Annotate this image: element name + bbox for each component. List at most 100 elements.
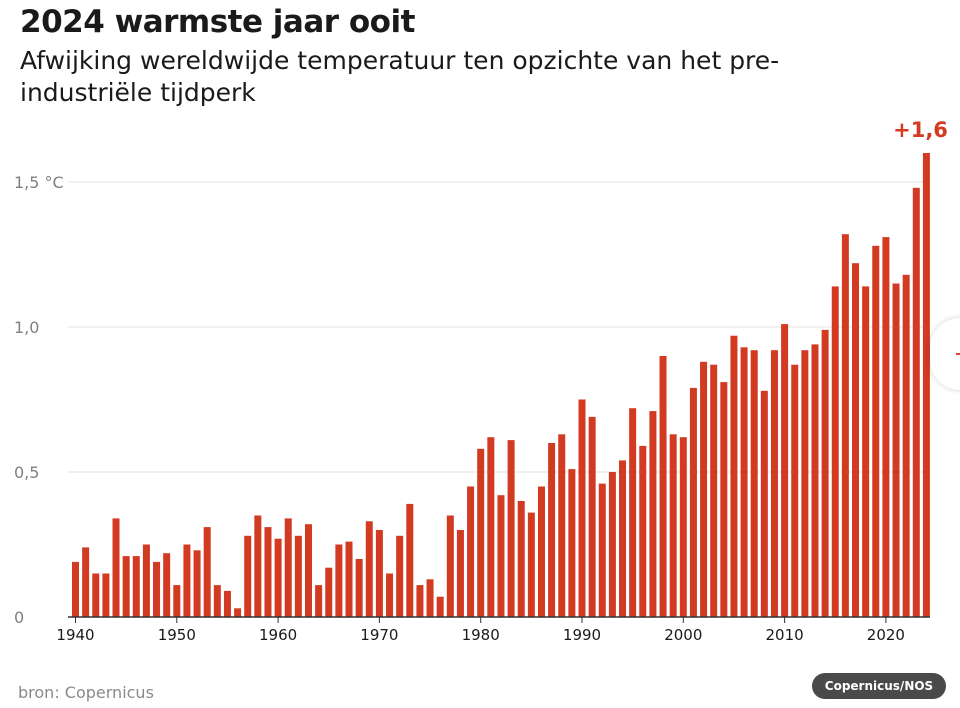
bar [173, 585, 181, 617]
bar [223, 590, 231, 617]
bar [669, 434, 677, 617]
bar [345, 541, 353, 617]
x-tick-label: 1940 [56, 626, 94, 644]
bar [274, 538, 282, 617]
bar [213, 585, 221, 617]
bar [922, 153, 930, 617]
bar [588, 416, 596, 617]
x-axis [68, 616, 930, 623]
bar [244, 535, 252, 617]
bar [112, 518, 120, 617]
bar [375, 530, 383, 617]
axis-labels: 0 0,5 1,0 1,5 °C 1940 1950 1960 1970 1980 1990 200… [14, 118, 948, 644]
bar [791, 364, 799, 617]
bar [467, 486, 475, 617]
bar [163, 553, 171, 617]
bar [781, 324, 789, 617]
chart-subtitle: Afwijking wereldwijde temperatuur ten op… [20, 46, 780, 107]
bar [325, 567, 333, 617]
bar [477, 448, 485, 617]
bar [537, 486, 545, 617]
bar [264, 527, 272, 617]
bar [659, 356, 667, 617]
minus-icon [956, 353, 960, 355]
bar [426, 579, 434, 617]
bar [852, 263, 860, 617]
bar [416, 585, 424, 617]
bar [892, 283, 900, 617]
bar [689, 387, 697, 617]
x-tick-label: 1960 [259, 626, 297, 644]
x-tick-label: 1950 [158, 626, 196, 644]
x-tick-label: 2020 [867, 626, 905, 644]
bar [355, 559, 363, 617]
x-tick-label: 1970 [360, 626, 398, 644]
bar [487, 437, 495, 617]
bar [92, 573, 100, 617]
bar [902, 274, 910, 617]
bar [406, 503, 414, 617]
bar [284, 518, 292, 617]
bar [862, 286, 870, 617]
x-tick-label: 1990 [563, 626, 601, 644]
bar [649, 411, 657, 617]
y-tick-label: 0 [14, 608, 24, 627]
y-tick-label: 1,5 °C [14, 173, 64, 192]
bar [294, 535, 302, 617]
bar [811, 344, 819, 617]
bar [234, 608, 242, 617]
bar [304, 524, 312, 617]
bar [497, 495, 505, 617]
bar [507, 440, 515, 617]
bar [142, 544, 150, 617]
bar [396, 535, 404, 617]
source-note: bron: Copernicus [18, 683, 154, 702]
bar [203, 527, 211, 617]
bar [446, 515, 454, 617]
bar [801, 350, 809, 617]
bar [720, 382, 728, 617]
bar [578, 399, 586, 617]
bar [456, 530, 464, 617]
bar [831, 286, 839, 617]
bar [629, 408, 637, 617]
bar [882, 237, 890, 617]
bar [517, 501, 525, 617]
bar [436, 596, 444, 617]
bar [841, 234, 849, 617]
bar [153, 561, 161, 617]
bar [740, 347, 748, 617]
bar [730, 335, 738, 617]
bar [132, 556, 140, 617]
bar [710, 364, 718, 617]
credit-badge: Copernicus/NOS [812, 673, 946, 699]
bar [315, 585, 323, 617]
bar [912, 187, 920, 618]
bar [770, 350, 778, 617]
bar [679, 437, 687, 617]
bar [82, 547, 90, 617]
bar [193, 550, 201, 617]
bar [872, 245, 880, 618]
bar [760, 390, 768, 617]
side-panel-tab[interactable] [930, 318, 960, 390]
bar [365, 521, 373, 617]
chart-title: 2024 warmste jaar ooit [20, 4, 415, 40]
bar [548, 443, 556, 617]
bar [102, 573, 110, 617]
bar [598, 483, 606, 617]
bar [639, 445, 647, 617]
bar [122, 556, 130, 617]
bar [619, 460, 627, 617]
bar [183, 544, 191, 617]
y-tick-label: 1,0 [14, 318, 39, 337]
bar [568, 469, 576, 617]
bar [254, 515, 262, 617]
bars [72, 153, 930, 618]
x-tick-label: 2000 [664, 626, 702, 644]
x-tick-label: 2010 [766, 626, 804, 644]
x-tick-label: 1980 [462, 626, 500, 644]
bar [386, 573, 394, 617]
bar [700, 361, 708, 617]
